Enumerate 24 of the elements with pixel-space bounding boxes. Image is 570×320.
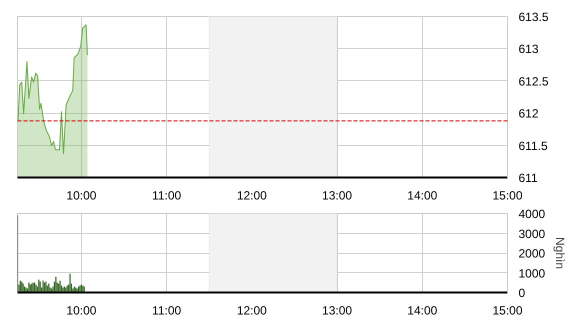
- x-tick-label: 12:00: [236, 304, 268, 318]
- x-tick-label: 10:00: [66, 304, 97, 318]
- y-tick-label: 612.5: [518, 74, 549, 88]
- x-tick-label: 15:00: [492, 304, 523, 318]
- x-tick-label: 14:00: [407, 188, 438, 202]
- y-axis-title: Nghìn: [553, 236, 568, 270]
- y-tick-label: 613: [518, 42, 539, 56]
- x-tick-label: 14:00: [407, 304, 438, 318]
- y-tick-label: 4000: [518, 207, 546, 221]
- y-tick-label: 0: [518, 286, 526, 300]
- y-tick-label: 3000: [518, 226, 546, 241]
- y-tick-label: 2000: [518, 246, 546, 260]
- x-tick-label: 13:00: [322, 188, 352, 202]
- y-tick-label: 612: [518, 106, 539, 121]
- x-tick-label: 13:00: [322, 304, 352, 318]
- x-tick-label: 11:00: [152, 188, 182, 202]
- y-tick-label: 611.5: [518, 138, 548, 153]
- x-tick-label: 15:00: [492, 188, 523, 202]
- y-tick-label: 611: [518, 171, 538, 185]
- x-tick-label: 10:00: [66, 188, 97, 202]
- y-tick-label: 1000: [518, 266, 546, 280]
- x-tick-label: 12:00: [236, 188, 268, 202]
- x-tick-label: 11:00: [152, 304, 182, 318]
- y-tick-label: 613.5: [518, 10, 549, 24]
